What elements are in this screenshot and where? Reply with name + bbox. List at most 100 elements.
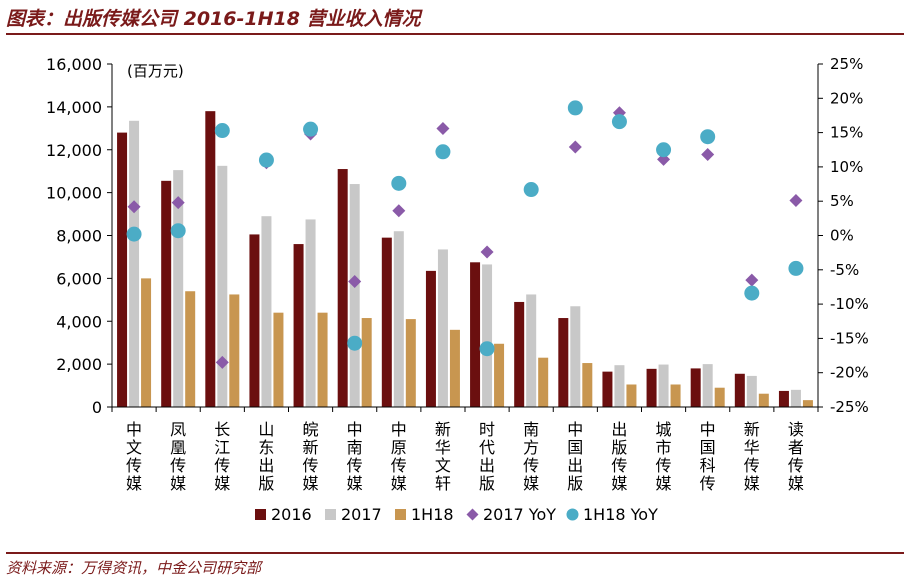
y-right-tick-label: 10% <box>830 158 863 176</box>
y-right-tick-label: 0% <box>830 227 854 245</box>
bar-2017-2 <box>217 165 228 407</box>
x-tick-label: 南方传媒 <box>523 420 539 493</box>
legend-swatch-0 <box>255 509 266 520</box>
x-tick-char: 媒 <box>214 474 230 493</box>
y-left-tick-label: 6,000 <box>56 269 102 288</box>
x-tick-label: 山东出版 <box>258 420 274 493</box>
y-left-tick-label: 0 <box>92 398 102 417</box>
legend-label-0: 2016 <box>271 505 312 524</box>
y-left-tick-label: 14,000 <box>46 98 102 117</box>
x-tick-char: 城 <box>656 420 672 439</box>
source-note: 资料来源：万得资讯，中金公司研究部 <box>6 559 262 577</box>
bar-1H18-9 <box>538 357 549 407</box>
bar-2017-0 <box>129 120 140 407</box>
legend-label-4: 1H18 YoY <box>583 505 658 524</box>
x-tick-char: 传 <box>744 456 760 475</box>
point-1H18 YoY-0 <box>126 226 142 242</box>
bar-1H18-7 <box>449 329 460 407</box>
bar-1H18-3 <box>273 312 284 407</box>
bar-1H18-2 <box>229 294 240 407</box>
y-left-tick-label: 16,000 <box>46 55 102 74</box>
bar-2016-7 <box>425 270 436 407</box>
x-tick-char: 文 <box>435 456 451 475</box>
bar-2016-15 <box>778 390 789 407</box>
bar-2016-10 <box>558 318 569 407</box>
point-1H18 YoY-7 <box>435 144 451 160</box>
x-tick-label: 凤凰传媒 <box>170 420 186 493</box>
bar-2017-4 <box>305 219 316 407</box>
x-tick-char: 读 <box>788 420 804 439</box>
bar-2017-3 <box>261 216 272 407</box>
point-1H18 YoY-5 <box>347 335 363 351</box>
x-tick-char: 传 <box>303 456 319 475</box>
bar-1H18-6 <box>405 319 416 407</box>
x-tick-char: 出 <box>611 420 627 439</box>
legend-swatch-2 <box>395 509 406 520</box>
bar-1H18-8 <box>494 343 505 407</box>
point-2017 YoY-13 <box>701 148 715 162</box>
point-1H18 YoY-14 <box>744 285 760 301</box>
x-tick-label: 读者传媒 <box>788 420 804 493</box>
y-right-tick-label: -10% <box>830 295 869 313</box>
bar-1H18-0 <box>141 278 152 407</box>
bar-1H18-4 <box>317 312 328 407</box>
x-tick-char: 东 <box>258 438 274 457</box>
point-2017 YoY-0 <box>127 200 141 214</box>
y-right-tick-label: 20% <box>830 89 863 107</box>
x-tick-label: 中原传媒 <box>391 420 407 493</box>
x-tick-char: 出 <box>258 456 274 475</box>
legend-label-2: 1H18 <box>411 505 454 524</box>
x-tick-char: 中 <box>391 420 407 439</box>
title-divider <box>6 33 904 35</box>
bar-1H18-10 <box>582 363 593 407</box>
bar-2016-14 <box>734 373 745 407</box>
x-tick-char: 中 <box>567 420 583 439</box>
x-tick-char: 山 <box>258 420 274 439</box>
bar-2016-1 <box>161 180 172 407</box>
bar-2016-5 <box>337 169 348 407</box>
y-left-tick-label: 4,000 <box>56 312 102 331</box>
bar-2017-7 <box>437 249 448 407</box>
point-1H18 YoY-11 <box>611 114 627 130</box>
bar-2016-0 <box>117 132 128 407</box>
legend-label-3: 2017 YoY <box>483 505 556 524</box>
x-tick-char: 华 <box>744 438 760 457</box>
point-1H18 YoY-2 <box>214 123 230 139</box>
x-tick-label: 皖新传媒 <box>303 420 319 493</box>
bar-group <box>117 111 813 407</box>
bar-2016-11 <box>602 371 613 407</box>
legend-swatch-4 <box>566 508 579 521</box>
legend-label-1: 2017 <box>341 505 382 524</box>
bar-2017-5 <box>349 184 360 407</box>
bar-2017-13 <box>702 364 713 407</box>
bar-1H18-11 <box>626 384 637 407</box>
x-tick-label: 中国科传 <box>700 420 716 493</box>
x-tick-char: 媒 <box>391 474 407 493</box>
point-1H18 YoY-6 <box>391 175 407 191</box>
bar-2017-12 <box>658 364 669 407</box>
x-tick-label: 中南传媒 <box>347 420 363 493</box>
point-2017 YoY-10 <box>568 140 582 154</box>
point-2017 YoY-2 <box>215 355 229 369</box>
x-tick-char: 新 <box>303 438 319 457</box>
x-tick-char: 传 <box>788 456 804 475</box>
point-1H18 YoY-12 <box>656 142 672 158</box>
bar-2016-2 <box>205 111 216 407</box>
footer-divider <box>6 552 904 554</box>
x-tick-char: 原 <box>391 438 407 457</box>
x-tick-char: 媒 <box>170 474 186 493</box>
point-1H18 YoY-1 <box>170 223 186 239</box>
x-tick-char: 媒 <box>303 474 319 493</box>
bar-2017-8 <box>482 264 493 407</box>
chart-title: 图表：出版传媒公司 2016-1H18 营业收入情况 <box>6 8 421 30</box>
legend-swatch-3 <box>466 508 479 521</box>
x-tick-char: 市 <box>656 438 672 457</box>
x-tick-char: 中 <box>700 420 716 439</box>
x-tick-char: 者 <box>788 438 804 457</box>
x-tick-char: 传 <box>170 456 186 475</box>
bar-2016-4 <box>293 244 304 407</box>
x-tick-char: 版 <box>479 474 495 493</box>
bar-2016-8 <box>470 262 481 407</box>
x-tick-char: 皖 <box>303 420 319 439</box>
bar-2016-12 <box>646 368 657 407</box>
